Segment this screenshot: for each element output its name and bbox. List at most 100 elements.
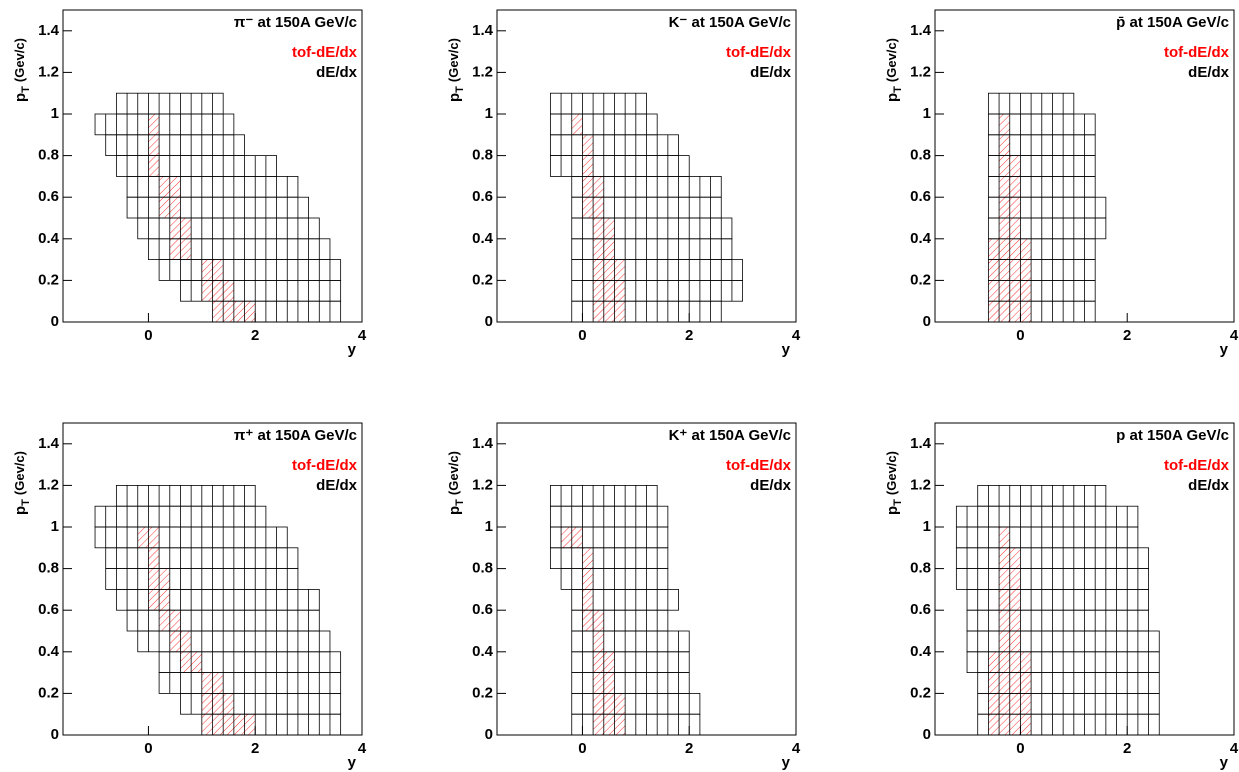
y-tick-label: 1.4: [472, 22, 494, 39]
bin-row: [955, 526, 1139, 549]
y-axis-label: pT (Gev/c): [12, 451, 32, 515]
x-tick-label: 4: [358, 740, 367, 757]
bin-row: [955, 505, 1139, 528]
y-tick-label: 0: [485, 726, 493, 743]
tof-bin-row: [593, 693, 626, 715]
x-tick-label: 2: [1123, 327, 1131, 344]
panel: 0 0.2 0.4 0.6 0.8 1 1.2 1.4 0 2 4y pT (Gev/c) π⁻ at 1…: [12, 9, 367, 358]
tof-bin-row: [148, 134, 160, 156]
y-axis-label-unit: (Gev/c): [884, 451, 899, 495]
y-axis-label-main: p: [12, 506, 29, 515]
bin-row: [571, 651, 690, 673]
panel-title: p̄ at 150A GeV/c: [1116, 14, 1229, 31]
y-tick-label: 1.4: [472, 435, 494, 452]
y-axis-label-unit: (Gev/c): [446, 451, 461, 495]
bin-row: [549, 92, 647, 115]
y-tick-label: 0.2: [38, 271, 59, 288]
tof-bin-row: [582, 155, 594, 177]
y-tick-label: 1.4: [910, 435, 932, 452]
y-tick-label: 0.8: [38, 147, 59, 164]
y-tick-label: 1.4: [910, 22, 932, 39]
x-axis-label: y: [782, 341, 791, 358]
x-axis-label: y: [348, 341, 357, 358]
bin-row: [571, 630, 690, 653]
y-tick-label: 0.6: [910, 601, 931, 618]
x-axis-label: y: [1220, 341, 1229, 358]
x-tick-label: 4: [792, 740, 801, 757]
tof-bin-row: [999, 527, 1010, 548]
y-tick-label: 1: [485, 105, 493, 122]
y-tick-label: 1: [923, 518, 931, 535]
y-tick-label: 1.2: [472, 63, 493, 80]
tof-bin-row: [201, 280, 234, 302]
y-axis-label-main: p: [446, 506, 463, 515]
x-tick-label: 2: [685, 740, 693, 757]
x-tick-label: 0: [578, 740, 586, 757]
y-tick-label: 1.2: [910, 476, 931, 493]
y-tick-label: 0: [485, 313, 493, 330]
y-axis-label-main: p: [884, 93, 901, 102]
bin-row: [115, 155, 277, 177]
y-tick-label: 0.2: [910, 271, 931, 288]
y-tick-label: 1.2: [38, 63, 59, 80]
y-axis-label-unit: (Gev/c): [884, 38, 899, 82]
y-axis-label: pT (Gev/c): [446, 451, 466, 515]
plot-frame: [62, 9, 363, 323]
plot-frame: [496, 422, 797, 736]
y-tick-label: 0.6: [472, 188, 493, 205]
tof-bin-row: [148, 155, 160, 177]
y-axis-label-sub: T: [454, 86, 466, 93]
panel: 0 0.2 0.4 0.6 0.8 1 1.2 1.4 0 2 4y pT (Gev/c) K⁺ at 1…: [446, 422, 801, 771]
legend-entry: tof-dE/dx: [292, 44, 358, 61]
bin-row: [158, 259, 342, 281]
tof-bin-row: [201, 714, 256, 735]
legend-entry: dE/dx: [1188, 477, 1229, 494]
panel: 0 0.2 0.4 0.6 0.8 1 1.2 1.4 0 2 4y pT (Gev/c) p at 15…: [884, 422, 1239, 771]
legend-entry: tof-dE/dx: [1164, 44, 1230, 61]
y-axis-label-sub: T: [892, 86, 904, 93]
plot-frame: [934, 422, 1235, 736]
tof-bin-row: [593, 631, 604, 652]
y-axis-label-unit: (Gev/c): [12, 451, 27, 495]
x-axis-label: y: [1220, 754, 1229, 771]
y-axis-label: pT (Gev/c): [12, 38, 32, 102]
bin-row: [105, 134, 245, 157]
y-tick-label: 1: [923, 105, 931, 122]
x-tick-label: 0: [144, 740, 152, 757]
x-tick-label: 0: [144, 327, 152, 344]
y-tick-label: 0.8: [472, 147, 493, 164]
y-tick-label: 0.6: [38, 188, 59, 205]
y-tick-label: 0.2: [910, 684, 931, 701]
legend-entry: dE/dx: [750, 477, 791, 494]
x-tick-label: 0: [1016, 327, 1024, 344]
y-tick-label: 1.4: [38, 22, 60, 39]
tof-bin-row: [999, 134, 1010, 156]
bin-row: [115, 484, 256, 507]
y-tick-label: 0: [923, 726, 931, 743]
x-tick-label: 0: [578, 327, 586, 344]
tof-bin-row: [593, 301, 626, 322]
y-tick-label: 0.8: [472, 560, 493, 577]
y-tick-label: 0.4: [472, 230, 494, 247]
y-tick-label: 1.4: [38, 435, 60, 452]
y-tick-label: 0.4: [910, 230, 932, 247]
y-tick-label: 1.2: [472, 476, 493, 493]
y-axis-label-sub: T: [454, 499, 466, 506]
y-axis-label-main: p: [12, 93, 29, 102]
x-tick-label: 4: [358, 327, 367, 344]
bin-row: [549, 505, 669, 528]
legend-entry: tof-dE/dx: [726, 44, 792, 61]
panel: 0 0.2 0.4 0.6 0.8 1 1.2 1.4 0 2 4y pT (Gev/c) π⁺ at 1…: [12, 422, 367, 771]
x-tick-label: 0: [1016, 740, 1024, 757]
y-tick-label: 0.2: [472, 684, 493, 701]
y-tick-label: 0.2: [472, 271, 493, 288]
tof-bin-row: [582, 134, 594, 156]
x-tick-label: 4: [792, 327, 801, 344]
y-axis-label: pT (Gev/c): [446, 38, 466, 102]
y-tick-label: 0.8: [38, 560, 59, 577]
tof-bin-row: [593, 714, 626, 735]
tof-bin-row: [148, 547, 160, 569]
y-tick-label: 0.6: [910, 188, 931, 205]
